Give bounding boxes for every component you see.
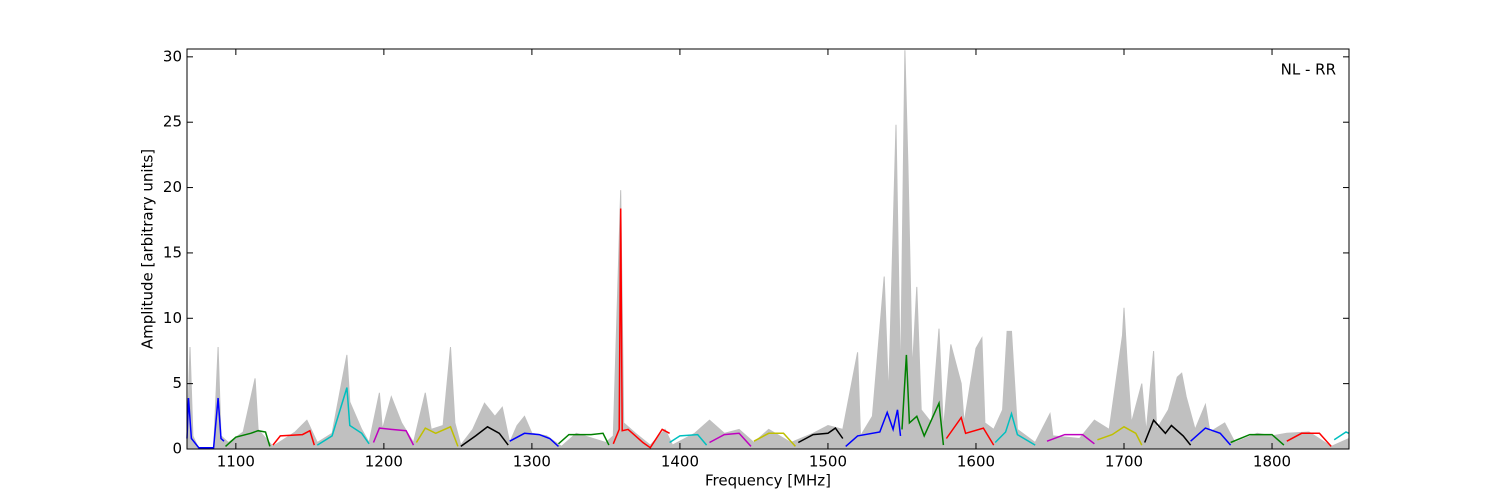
- x-tick-label: 1100: [217, 453, 255, 471]
- y-axis-label: Amplitude [arbitrary units]: [139, 149, 157, 349]
- series-line: [1190, 427, 1232, 446]
- y-tick-label: 25: [163, 113, 182, 131]
- series-line: [460, 425, 509, 448]
- series-line: [709, 432, 752, 447]
- series-line: [753, 432, 796, 447]
- series-line: [509, 432, 560, 447]
- series-line: [225, 429, 271, 447]
- x-axis-label: Frequency [MHz]: [705, 472, 831, 490]
- y-tick-label: 10: [163, 309, 182, 327]
- annotation: NL - RR: [1281, 61, 1336, 79]
- series-line: [945, 415, 995, 446]
- x-tick-label: 1600: [957, 453, 995, 471]
- y-tick-label: 0: [172, 440, 182, 458]
- series-line: [669, 433, 708, 446]
- envelope-area: [186, 50, 1350, 450]
- x-tick-label: 1200: [365, 453, 403, 471]
- y-tick-label: 15: [163, 243, 182, 261]
- series-line: [1333, 431, 1350, 441]
- y-tick-label: 20: [163, 178, 182, 196]
- series-line: [415, 425, 459, 447]
- series-line: [1144, 418, 1192, 446]
- x-tick-label: 1800: [1253, 453, 1291, 471]
- y-tick-label: 5: [172, 374, 182, 392]
- series-line: [372, 427, 415, 446]
- series-line: [1097, 425, 1143, 446]
- series-line: [1286, 432, 1332, 447]
- series-line: [612, 208, 670, 449]
- series-line: [994, 411, 1036, 446]
- series-line: [845, 409, 902, 447]
- x-tick-label: 1500: [809, 453, 847, 471]
- x-tick-label: 1700: [1105, 453, 1143, 471]
- series-line: [901, 354, 945, 446]
- y-tick-label: 30: [163, 47, 182, 65]
- series-line: [558, 432, 610, 446]
- plot-frame: [186, 48, 1350, 450]
- x-tick-label: 1300: [513, 453, 551, 471]
- series-line: [1046, 433, 1095, 445]
- series-line: [272, 429, 316, 446]
- series-line: [1230, 433, 1285, 446]
- series-line: [797, 427, 844, 444]
- x-tick-label: 1400: [661, 453, 699, 471]
- series-line: [186, 397, 225, 449]
- series-line: [316, 387, 370, 446]
